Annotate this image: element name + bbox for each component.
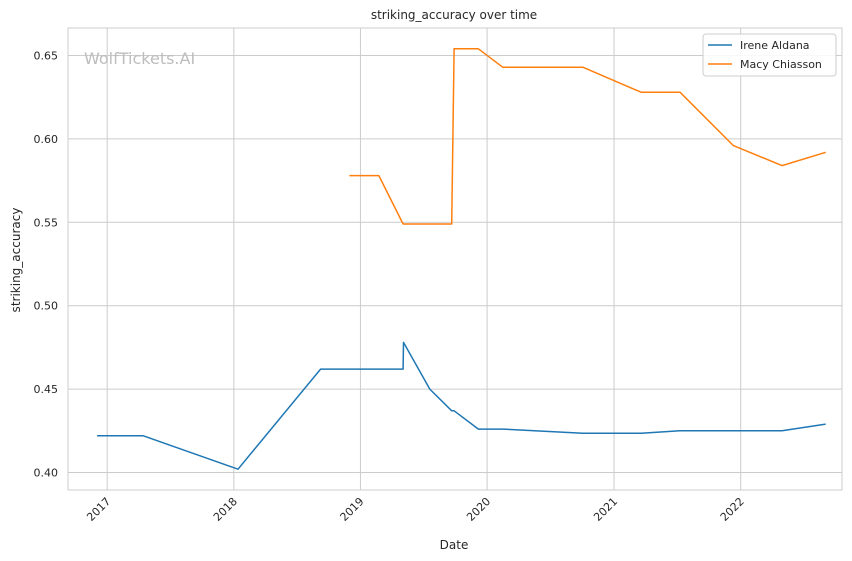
legend-label: Macy Chiasson (740, 58, 822, 71)
plot-area-frame (67, 27, 843, 491)
legend-label: Irene Aldana (740, 39, 810, 52)
series-layer (97, 48, 826, 470)
watermark: WolfTickets.AI (84, 49, 195, 68)
y-tick-label: 0.55 (34, 216, 59, 229)
legend-box (702, 33, 837, 77)
y-axis-ticks: 0.40 0.45 0.50 0.55 0.60 0.65 (34, 50, 59, 480)
y-axis-label: striking_accuracy (9, 208, 23, 313)
y-tick-label: 0.45 (34, 383, 59, 396)
x-axis-label: Date (440, 538, 469, 552)
y-tick-label: 0.40 (34, 466, 59, 479)
y-tick-label: 0.65 (34, 50, 59, 63)
series-line-0 (97, 341, 826, 470)
y-tick-label: 0.60 (34, 133, 59, 146)
legend: Irene Aldana Macy Chiasson (702, 33, 837, 77)
chart-title: striking_accuracy over time (371, 8, 537, 22)
y-tick-label: 0.50 (34, 300, 59, 313)
series-line-1 (349, 48, 826, 225)
grid-lines (68, 28, 842, 490)
